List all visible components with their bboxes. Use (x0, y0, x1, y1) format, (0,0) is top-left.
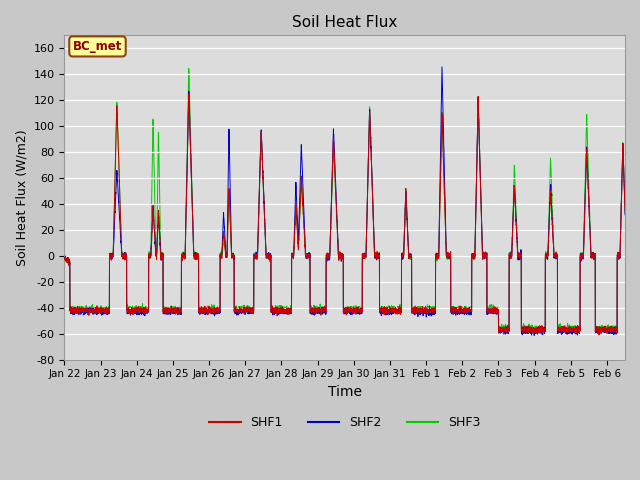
SHF1 (513, 230, 520, 236)
SHF3 (541, 326, 549, 332)
SHF1 (556, 327, 564, 333)
Line: SHF3: SHF3 (65, 69, 640, 333)
SHF2 (376, 253, 383, 259)
SHF1 (406, 252, 414, 258)
SHF2 (556, 327, 564, 333)
X-axis label: Time: Time (328, 385, 362, 399)
SHF2 (513, 229, 520, 235)
SHF1 (376, 253, 383, 259)
SHF1 (185, 91, 193, 97)
SHF3 (185, 66, 193, 72)
SHF1 (180, 256, 188, 262)
Line: SHF2: SHF2 (65, 67, 640, 336)
SHF3 (406, 253, 414, 259)
SHF1 (61, 256, 68, 262)
SHF2 (531, 333, 538, 338)
SHF3 (61, 256, 68, 262)
SHF3 (513, 223, 520, 229)
Legend: SHF1, SHF2, SHF3: SHF1, SHF2, SHF3 (204, 411, 485, 434)
SHF3 (180, 253, 188, 259)
Y-axis label: Soil Heat Flux (W/m2): Soil Heat Flux (W/m2) (15, 129, 28, 266)
SHF2 (438, 64, 446, 70)
Title: Soil Heat Flux: Soil Heat Flux (292, 15, 397, 30)
SHF3 (376, 252, 383, 258)
SHF3 (556, 325, 564, 331)
Line: SHF1: SHF1 (65, 94, 640, 335)
SHF2 (61, 255, 68, 261)
SHF2 (406, 252, 414, 258)
SHF2 (541, 329, 549, 335)
SHF1 (639, 325, 640, 331)
SHF2 (180, 254, 188, 260)
SHF3 (518, 330, 526, 336)
Text: BC_met: BC_met (73, 40, 122, 53)
SHF1 (595, 332, 603, 338)
SHF1 (541, 325, 549, 331)
SHF2 (639, 326, 640, 332)
SHF3 (639, 325, 640, 331)
